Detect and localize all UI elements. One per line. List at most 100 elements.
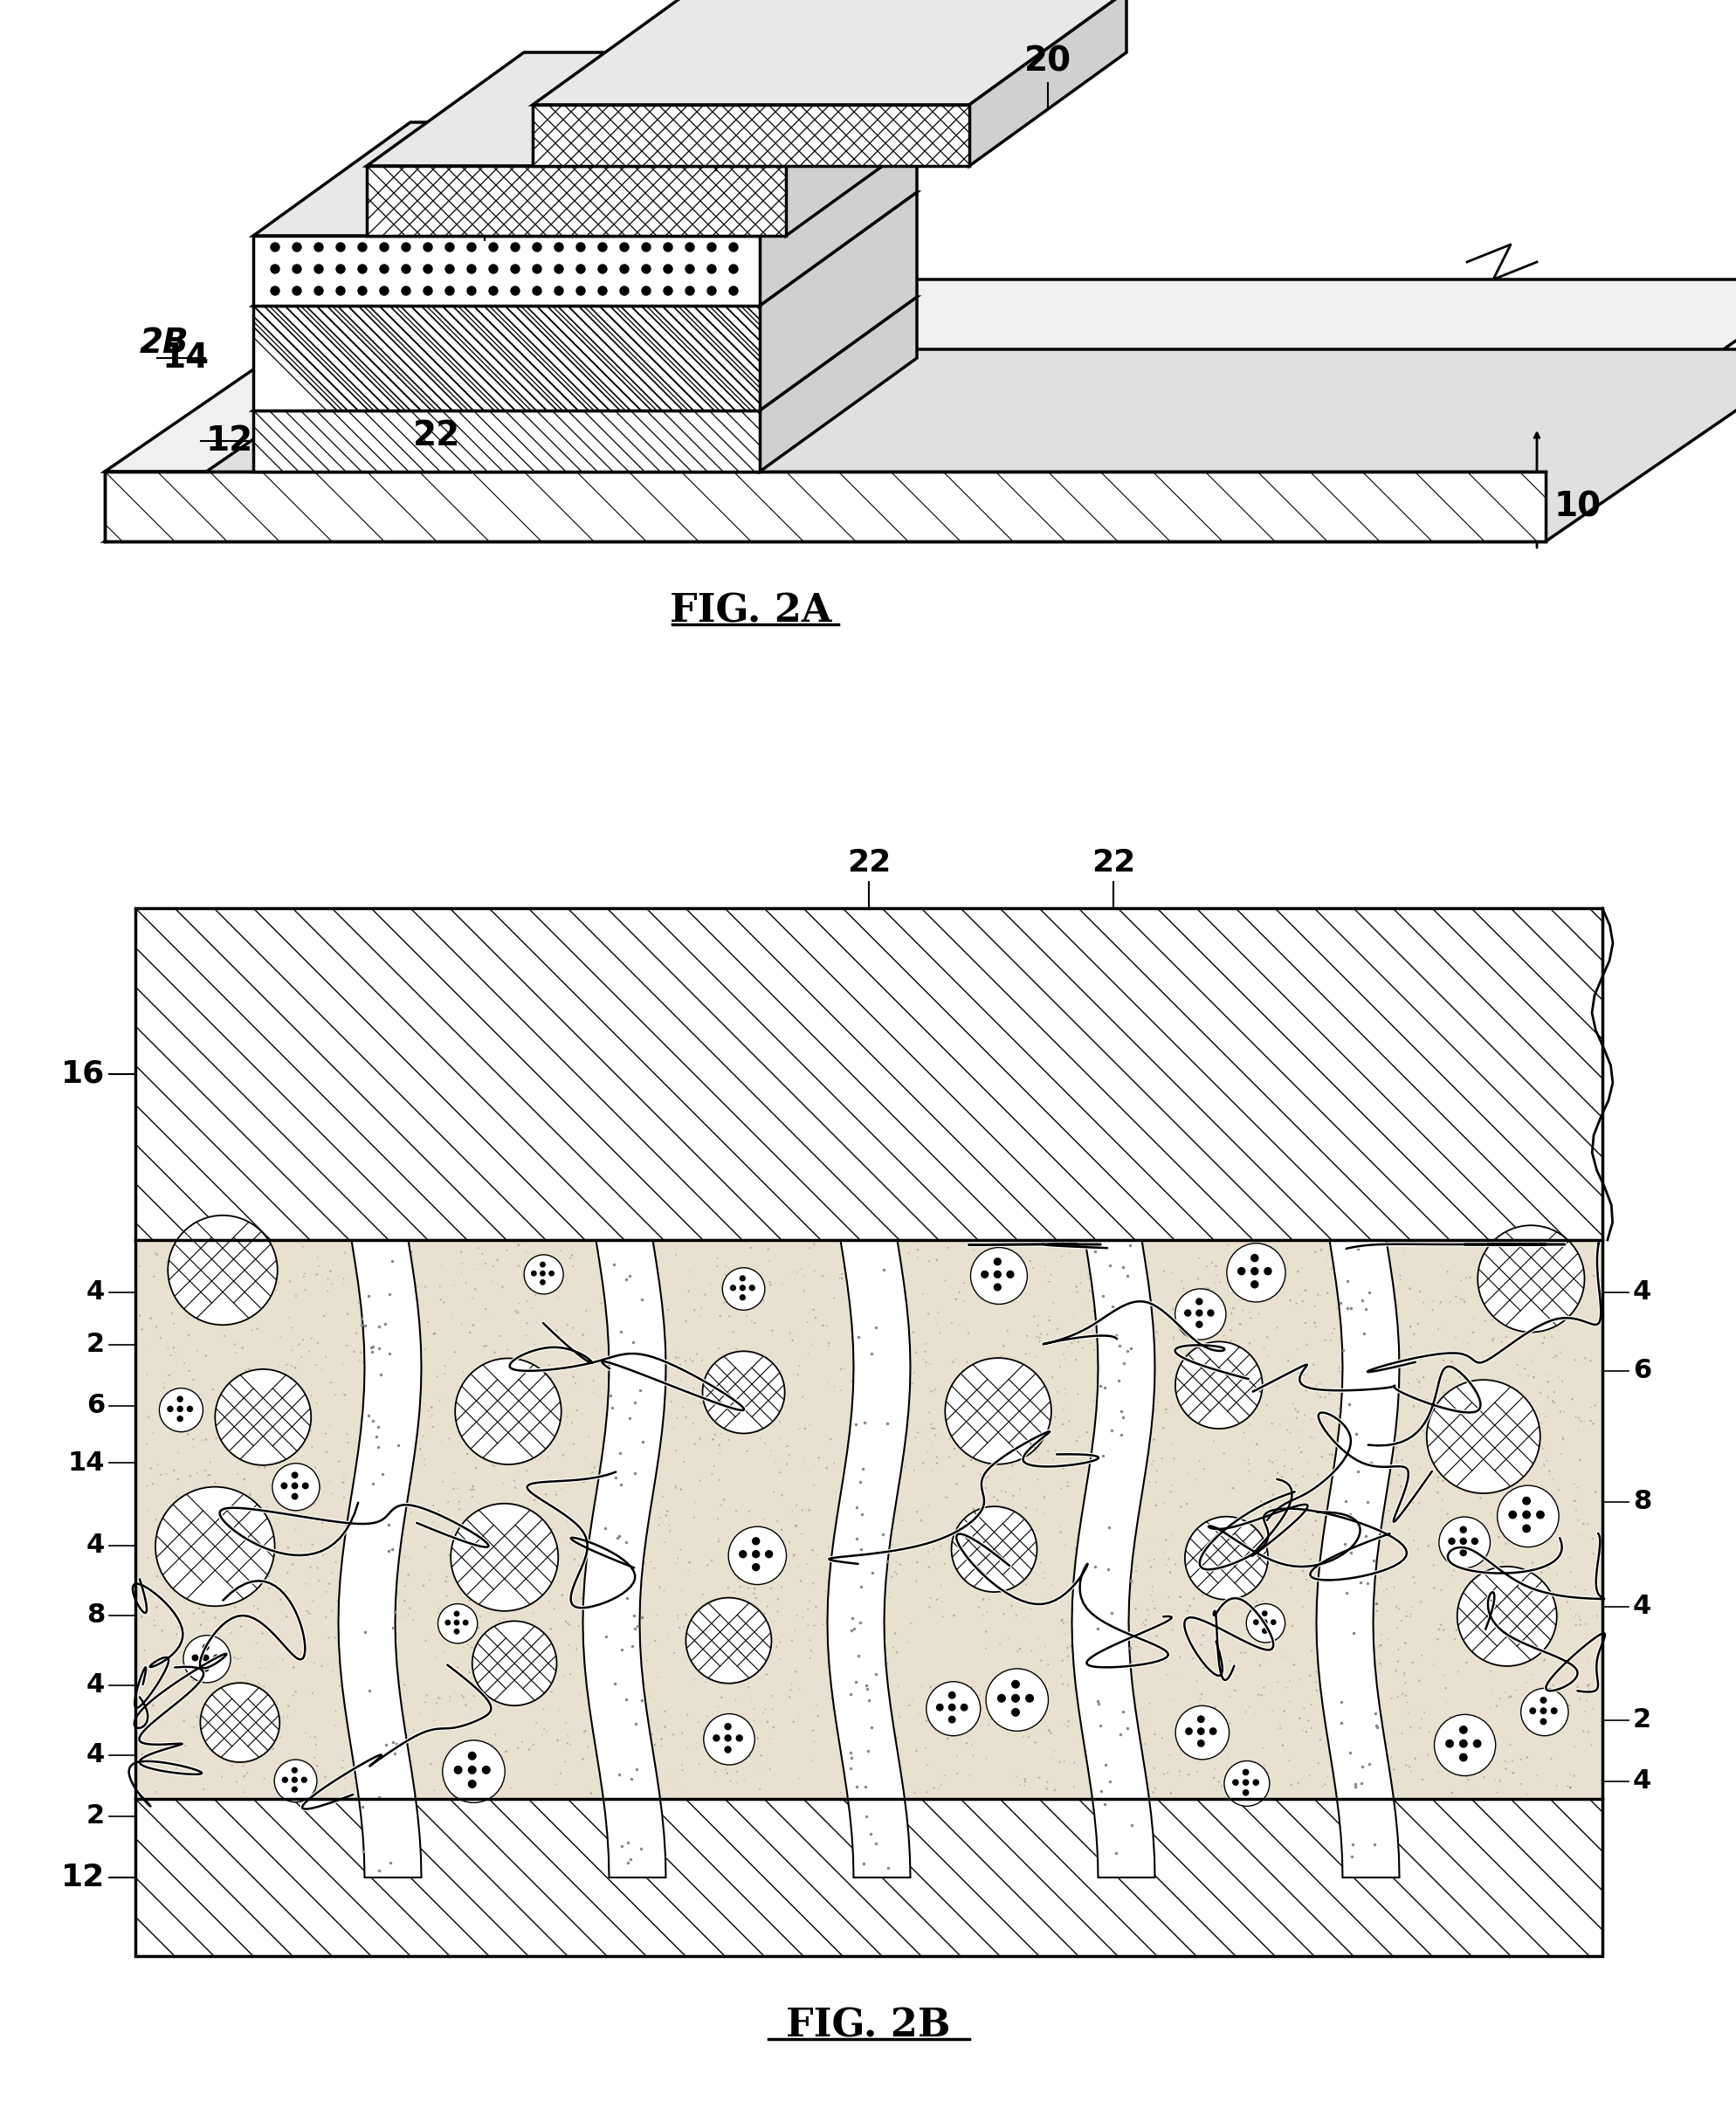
Point bbox=[1073, 1494, 1101, 1528]
Point bbox=[1293, 1328, 1321, 1362]
Point bbox=[686, 1746, 713, 1780]
Point bbox=[273, 1347, 300, 1381]
Circle shape bbox=[281, 1483, 286, 1490]
Point bbox=[1422, 1621, 1450, 1655]
Text: 2B: 2B bbox=[139, 327, 189, 361]
Point bbox=[345, 1524, 373, 1558]
Point bbox=[724, 1625, 752, 1659]
Circle shape bbox=[446, 265, 455, 274]
Point bbox=[1573, 1507, 1601, 1541]
Point bbox=[993, 1354, 1021, 1388]
Point bbox=[828, 1373, 856, 1407]
Point bbox=[894, 1625, 922, 1659]
Point bbox=[1187, 1676, 1215, 1710]
Point bbox=[641, 1343, 668, 1377]
Point bbox=[818, 1681, 845, 1715]
Point bbox=[505, 1229, 533, 1263]
Point bbox=[814, 1367, 842, 1401]
Point bbox=[1519, 1360, 1547, 1394]
Point bbox=[1175, 1757, 1203, 1791]
Point bbox=[1158, 1256, 1186, 1290]
Point bbox=[1392, 1596, 1420, 1630]
Point bbox=[356, 1541, 384, 1575]
Point bbox=[502, 1511, 529, 1545]
Point bbox=[349, 1744, 377, 1778]
Point bbox=[1573, 1640, 1601, 1674]
Point bbox=[399, 1392, 427, 1426]
Point bbox=[936, 1422, 963, 1456]
Point bbox=[1241, 1698, 1269, 1732]
Point bbox=[1510, 1284, 1538, 1318]
Point bbox=[993, 1657, 1021, 1691]
Point bbox=[1028, 1645, 1055, 1679]
Point bbox=[644, 1277, 672, 1311]
Point bbox=[1040, 1286, 1068, 1320]
Point bbox=[523, 1396, 550, 1430]
Point bbox=[1415, 1715, 1443, 1749]
Point bbox=[569, 1350, 597, 1384]
Point bbox=[726, 1570, 753, 1604]
Point bbox=[910, 1277, 937, 1311]
Point bbox=[583, 1333, 611, 1367]
Point bbox=[760, 1475, 788, 1509]
Point bbox=[502, 1371, 529, 1405]
Point bbox=[1545, 1241, 1573, 1275]
Point bbox=[962, 1426, 990, 1460]
Point bbox=[1219, 1471, 1246, 1504]
Circle shape bbox=[1522, 1498, 1529, 1504]
Text: 12: 12 bbox=[61, 1863, 104, 1893]
Point bbox=[1153, 1657, 1180, 1691]
Point bbox=[299, 1585, 326, 1619]
Polygon shape bbox=[366, 53, 943, 166]
Point bbox=[590, 1583, 618, 1617]
Point bbox=[1391, 1657, 1418, 1691]
Point bbox=[752, 1341, 779, 1375]
Point bbox=[545, 1280, 573, 1314]
Point bbox=[698, 1543, 726, 1577]
Point bbox=[630, 1377, 658, 1411]
Point bbox=[1236, 1447, 1264, 1481]
Point bbox=[873, 1647, 901, 1681]
Point bbox=[793, 1592, 821, 1625]
Circle shape bbox=[1540, 1698, 1547, 1704]
Point bbox=[214, 1649, 241, 1683]
Text: 4: 4 bbox=[87, 1280, 104, 1305]
Point bbox=[967, 1679, 995, 1712]
Point bbox=[686, 1386, 713, 1420]
Point bbox=[821, 1583, 849, 1617]
Point bbox=[1404, 1532, 1432, 1566]
Point bbox=[165, 1269, 193, 1303]
Point bbox=[585, 1683, 613, 1717]
Circle shape bbox=[358, 265, 366, 274]
Point bbox=[917, 1375, 944, 1409]
Point bbox=[302, 1727, 330, 1761]
Point bbox=[707, 1488, 734, 1521]
Point bbox=[993, 1314, 1021, 1347]
Point bbox=[1010, 1672, 1038, 1706]
Point bbox=[601, 1534, 628, 1568]
Circle shape bbox=[314, 286, 323, 295]
Point bbox=[1024, 1309, 1052, 1343]
Point bbox=[314, 1621, 342, 1655]
Point bbox=[974, 1447, 1002, 1481]
Point bbox=[1496, 1679, 1524, 1712]
Point bbox=[648, 1723, 675, 1757]
Point bbox=[193, 1717, 220, 1751]
Point bbox=[378, 1339, 406, 1373]
Point bbox=[526, 1651, 554, 1685]
Point bbox=[243, 1277, 271, 1311]
Point bbox=[1196, 1288, 1224, 1322]
Point bbox=[797, 1640, 825, 1674]
Point bbox=[300, 1475, 328, 1509]
Point bbox=[1062, 1424, 1090, 1458]
Point bbox=[229, 1749, 257, 1782]
Point bbox=[1238, 1555, 1266, 1589]
Point bbox=[915, 1534, 943, 1568]
Point bbox=[330, 1260, 358, 1294]
Point bbox=[1238, 1424, 1266, 1458]
Point bbox=[1458, 1774, 1486, 1808]
Point bbox=[1566, 1602, 1594, 1636]
Point bbox=[816, 1545, 844, 1579]
Polygon shape bbox=[339, 1239, 422, 1878]
Point bbox=[1397, 1330, 1425, 1364]
